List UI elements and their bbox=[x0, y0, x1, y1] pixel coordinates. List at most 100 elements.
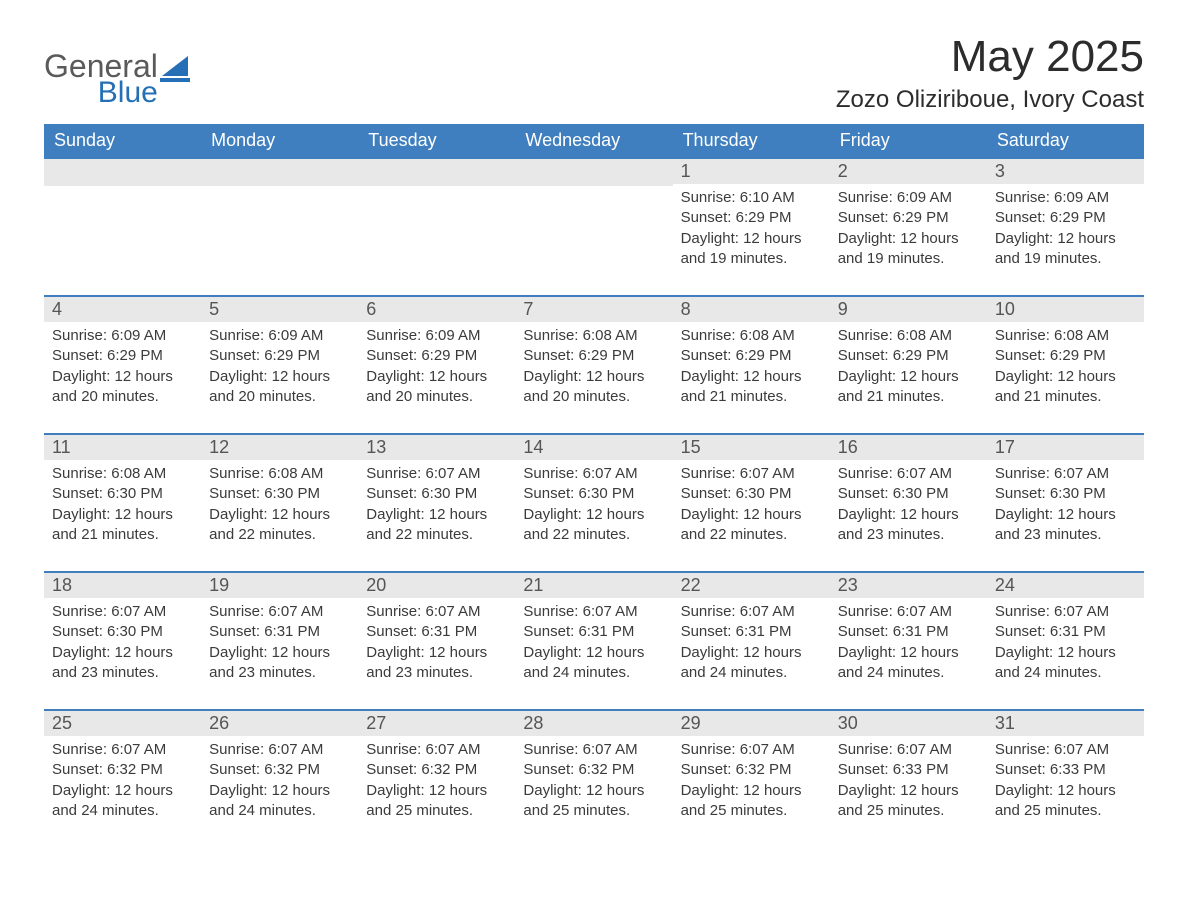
sunset-line-value: 6:31 PM bbox=[736, 623, 792, 640]
daylight-line-label: Daylight: bbox=[681, 506, 739, 523]
sunset-line-value: 6:29 PM bbox=[1050, 347, 1106, 364]
sunset-line: Sunset: 6:30 PM bbox=[52, 484, 193, 504]
sunset-line-value: 6:32 PM bbox=[264, 761, 320, 778]
day-number: 18 bbox=[44, 573, 201, 598]
sunset-line-label: Sunset: bbox=[523, 347, 574, 364]
sunset-line-label: Sunset: bbox=[995, 209, 1046, 226]
calendar-cell: 7Sunrise: 6:08 AMSunset: 6:29 PMDaylight… bbox=[515, 296, 672, 434]
day-number: 8 bbox=[673, 297, 830, 322]
sunset-line-label: Sunset: bbox=[995, 761, 1046, 778]
daylight-line-label: Daylight: bbox=[52, 782, 110, 799]
sunrise-line-label: Sunrise: bbox=[52, 741, 107, 758]
calendar-cell: 19Sunrise: 6:07 AMSunset: 6:31 PMDayligh… bbox=[201, 572, 358, 710]
daylight-line-label: Daylight: bbox=[523, 782, 581, 799]
sunrise-line: Sunrise: 6:07 AM bbox=[366, 464, 507, 484]
calendar-cell: 1Sunrise: 6:10 AMSunset: 6:29 PMDaylight… bbox=[673, 158, 830, 296]
calendar-cell: 29Sunrise: 6:07 AMSunset: 6:32 PMDayligh… bbox=[673, 710, 830, 848]
sunset-line-label: Sunset: bbox=[681, 623, 732, 640]
sunrise-line-value: 6:07 AM bbox=[740, 603, 795, 620]
daylight-line-label: Daylight: bbox=[52, 644, 110, 661]
day-number: 6 bbox=[358, 297, 515, 322]
daylight-line: Daylight: 12 hours and 24 minutes. bbox=[995, 643, 1136, 684]
day-details: Sunrise: 6:07 AMSunset: 6:31 PMDaylight:… bbox=[358, 598, 515, 689]
daylight-line: Daylight: 12 hours and 24 minutes. bbox=[838, 643, 979, 684]
day-number: 30 bbox=[830, 711, 987, 736]
day-details: Sunrise: 6:09 AMSunset: 6:29 PMDaylight:… bbox=[830, 184, 987, 275]
sunset-line-label: Sunset: bbox=[209, 623, 260, 640]
sunset-line-label: Sunset: bbox=[838, 209, 889, 226]
day-header: Wednesday bbox=[515, 124, 672, 158]
sunrise-line-value: 6:07 AM bbox=[583, 465, 638, 482]
sunrise-line-value: 6:07 AM bbox=[111, 741, 166, 758]
sunset-line-value: 6:31 PM bbox=[264, 623, 320, 640]
sunrise-line-label: Sunrise: bbox=[209, 603, 264, 620]
day-details: Sunrise: 6:07 AMSunset: 6:30 PMDaylight:… bbox=[44, 598, 201, 689]
sunset-line-label: Sunset: bbox=[995, 623, 1046, 640]
calendar-cell: 6Sunrise: 6:09 AMSunset: 6:29 PMDaylight… bbox=[358, 296, 515, 434]
daylight-line: Daylight: 12 hours and 23 minutes. bbox=[838, 505, 979, 546]
daylight-line: Daylight: 12 hours and 19 minutes. bbox=[681, 229, 822, 270]
daylight-line-label: Daylight: bbox=[366, 644, 424, 661]
daylight-line: Daylight: 12 hours and 22 minutes. bbox=[209, 505, 350, 546]
sunrise-line: Sunrise: 6:08 AM bbox=[681, 326, 822, 346]
sunrise-line: Sunrise: 6:09 AM bbox=[209, 326, 350, 346]
sunset-line-value: 6:32 PM bbox=[107, 761, 163, 778]
empty-day-header bbox=[358, 159, 515, 186]
sunset-line: Sunset: 6:30 PM bbox=[995, 484, 1136, 504]
day-details: Sunrise: 6:07 AMSunset: 6:30 PMDaylight:… bbox=[358, 460, 515, 551]
sunrise-line-value: 6:07 AM bbox=[897, 603, 952, 620]
sunset-line: Sunset: 6:31 PM bbox=[366, 622, 507, 642]
sunset-line-label: Sunset: bbox=[681, 209, 732, 226]
calendar-body: 1Sunrise: 6:10 AMSunset: 6:29 PMDaylight… bbox=[44, 158, 1144, 848]
daylight-line-label: Daylight: bbox=[681, 782, 739, 799]
sunset-line-label: Sunset: bbox=[52, 485, 103, 502]
sunrise-line: Sunrise: 6:09 AM bbox=[366, 326, 507, 346]
sunrise-line: Sunrise: 6:07 AM bbox=[995, 602, 1136, 622]
day-number: 2 bbox=[830, 159, 987, 184]
sunrise-line: Sunrise: 6:07 AM bbox=[209, 740, 350, 760]
calendar-cell: 22Sunrise: 6:07 AMSunset: 6:31 PMDayligh… bbox=[673, 572, 830, 710]
calendar-cell: 18Sunrise: 6:07 AMSunset: 6:30 PMDayligh… bbox=[44, 572, 201, 710]
sunset-line-value: 6:33 PM bbox=[893, 761, 949, 778]
sunset-line: Sunset: 6:33 PM bbox=[995, 760, 1136, 780]
sunset-line-value: 6:32 PM bbox=[736, 761, 792, 778]
sunrise-line: Sunrise: 6:08 AM bbox=[52, 464, 193, 484]
daylight-line: Daylight: 12 hours and 21 minutes. bbox=[995, 367, 1136, 408]
daylight-line-label: Daylight: bbox=[681, 644, 739, 661]
sunrise-line-label: Sunrise: bbox=[838, 189, 893, 206]
sunset-line-label: Sunset: bbox=[523, 485, 574, 502]
day-number: 13 bbox=[358, 435, 515, 460]
sunrise-line: Sunrise: 6:09 AM bbox=[995, 188, 1136, 208]
sunset-line-value: 6:29 PM bbox=[1050, 209, 1106, 226]
sunset-line-label: Sunset: bbox=[681, 347, 732, 364]
sunset-line: Sunset: 6:30 PM bbox=[366, 484, 507, 504]
sunset-line-value: 6:32 PM bbox=[421, 761, 477, 778]
day-details: Sunrise: 6:08 AMSunset: 6:29 PMDaylight:… bbox=[830, 322, 987, 413]
day-number: 26 bbox=[201, 711, 358, 736]
sunset-line-value: 6:29 PM bbox=[893, 209, 949, 226]
sunrise-line-value: 6:07 AM bbox=[897, 741, 952, 758]
sunrise-line: Sunrise: 6:10 AM bbox=[681, 188, 822, 208]
daylight-line-label: Daylight: bbox=[523, 368, 581, 385]
daylight-line-label: Daylight: bbox=[838, 368, 896, 385]
sunrise-line-label: Sunrise: bbox=[838, 465, 893, 482]
sunset-line-label: Sunset: bbox=[209, 761, 260, 778]
sunset-line-label: Sunset: bbox=[366, 485, 417, 502]
day-details: Sunrise: 6:07 AMSunset: 6:31 PMDaylight:… bbox=[673, 598, 830, 689]
calendar-cell: 28Sunrise: 6:07 AMSunset: 6:32 PMDayligh… bbox=[515, 710, 672, 848]
sail-icon bbox=[160, 54, 194, 89]
daylight-line-label: Daylight: bbox=[838, 644, 896, 661]
calendar-cell: 17Sunrise: 6:07 AMSunset: 6:30 PMDayligh… bbox=[987, 434, 1144, 572]
daylight-line-label: Daylight: bbox=[838, 782, 896, 799]
sunset-line: Sunset: 6:31 PM bbox=[523, 622, 664, 642]
day-details: Sunrise: 6:09 AMSunset: 6:29 PMDaylight:… bbox=[201, 322, 358, 413]
sunrise-line: Sunrise: 6:07 AM bbox=[52, 740, 193, 760]
calendar-cell: 15Sunrise: 6:07 AMSunset: 6:30 PMDayligh… bbox=[673, 434, 830, 572]
sunset-line: Sunset: 6:31 PM bbox=[838, 622, 979, 642]
sunrise-line-value: 6:07 AM bbox=[268, 603, 323, 620]
sunrise-line-value: 6:07 AM bbox=[425, 465, 480, 482]
sunset-line: Sunset: 6:32 PM bbox=[52, 760, 193, 780]
sunrise-line-label: Sunrise: bbox=[52, 603, 107, 620]
daylight-line-label: Daylight: bbox=[52, 506, 110, 523]
day-header: Saturday bbox=[987, 124, 1144, 158]
